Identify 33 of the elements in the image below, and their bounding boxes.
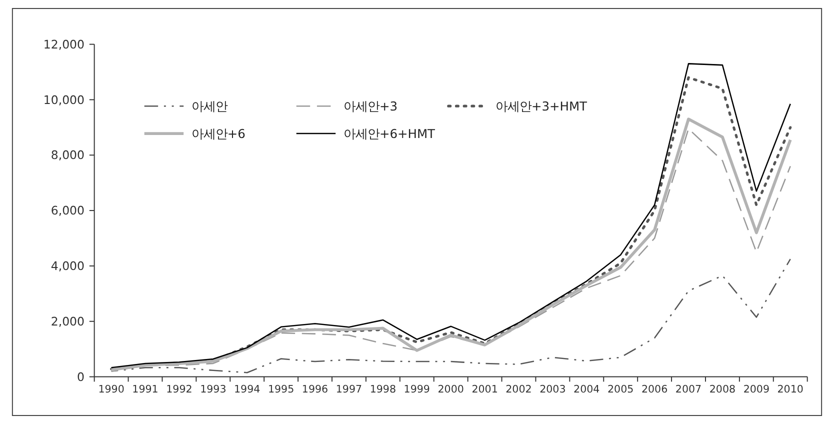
x-tick-label: 2005 [608, 383, 634, 396]
x-tick-label: 2008 [709, 383, 736, 396]
legend-label: 아세안+3+HMT [495, 99, 588, 114]
x-tick-label: 1991 [132, 383, 158, 396]
y-tick-label: 0 [77, 370, 85, 384]
x-tick-label: 1990 [98, 383, 124, 396]
x-tick-label: 2002 [506, 383, 532, 396]
x-tick-label: 2007 [675, 383, 702, 396]
legend-label: 아세안 [191, 99, 228, 114]
legend-label: 아세안+6+HMT [343, 126, 436, 141]
x-tick-label: 2006 [641, 383, 668, 396]
y-tick-label: 4,000 [50, 259, 85, 274]
y-tick-label: 6,000 [50, 204, 85, 218]
x-tick-label: 1995 [268, 383, 294, 396]
x-tick-label: 1994 [234, 383, 260, 396]
x-tick-label: 2003 [540, 383, 566, 396]
x-tick-label: 1998 [370, 383, 396, 396]
x-tick-label: 2004 [574, 383, 600, 396]
x-tick-label: 1999 [404, 383, 430, 396]
legend-label: 아세안+3 [343, 99, 398, 114]
x-tick-label: 1997 [336, 383, 362, 396]
y-tick-label: 8,000 [50, 148, 85, 162]
y-tick-label: 10,000 [43, 92, 85, 107]
y-tick-label: 2,000 [50, 314, 85, 328]
legend-label: 아세안+6 [191, 126, 246, 141]
y-tick-label: 12,000 [43, 37, 85, 52]
x-tick-label: 2000 [438, 383, 464, 396]
x-tick-label: 2010 [777, 383, 804, 396]
x-tick-label: 1996 [302, 383, 328, 396]
x-tick-label: 1992 [166, 383, 192, 396]
x-tick-label: 1993 [200, 383, 226, 396]
x-tick-label: 2001 [472, 383, 498, 396]
x-tick-label: 2009 [743, 383, 770, 396]
